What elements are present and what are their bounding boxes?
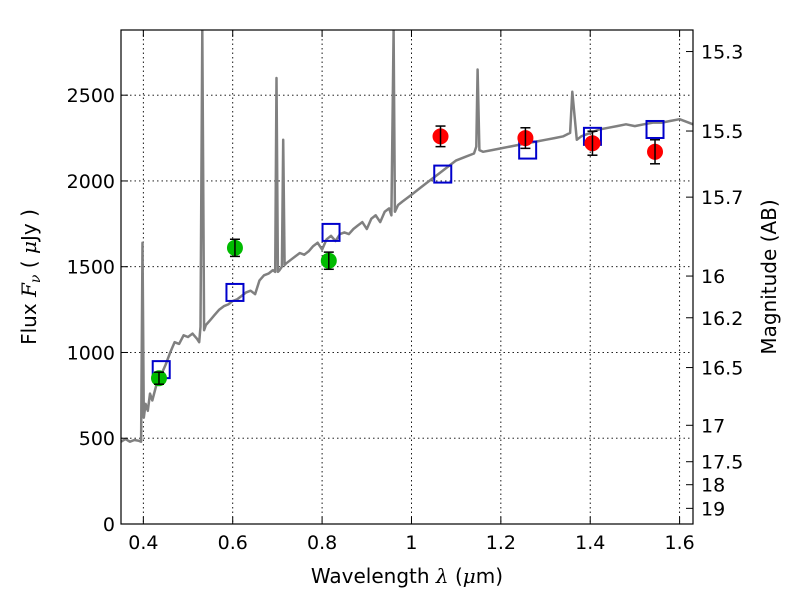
x-tick-label: 0.4 [128,532,158,554]
y-tick-label: 500 [79,428,115,450]
series-layer [121,30,693,443]
x-tick-label: 1.4 [575,532,605,554]
y-tick-label: 0 [103,514,115,536]
y2-tick-label: 15.7 [701,187,743,209]
plot-background [121,30,693,524]
x-tick-label: 1.6 [664,532,694,554]
model-photometry-point [433,164,453,184]
y-axis-title: Flux Fν ( μJy ) [17,209,44,345]
x-axis-title: Wavelength λ (μm) [311,564,503,588]
y-tick-label: 2500 [67,85,115,107]
y2-tick-label: 17 [701,415,725,437]
model-photometry-point [645,119,665,139]
y2-tick-label: 16 [701,266,725,288]
ticks: 0.4 0.6 0.8 1 1.2 1.4 1.6 0 500 1000 1500 2000 2500 1… [67,30,743,554]
x-tick-label: 1.2 [486,532,516,554]
x-tick-label: 0.8 [307,532,337,554]
y2-tick-label: 15.5 [701,121,743,143]
x-tick-label: 1 [405,532,417,554]
y2-tick-label: 18 [701,475,725,497]
spectrum-line [121,30,693,443]
grid [121,30,693,524]
model-photometry-point [225,282,245,302]
y2-tick-label: 15.3 [701,42,743,64]
model-photometry-point [321,222,341,242]
y2-tick-label: 16.2 [701,308,743,330]
y-tick-label: 2000 [67,171,115,193]
y-tick-label: 1000 [67,342,115,364]
y2-axis-title: Magnitude (AB) [757,199,781,354]
y2-tick-label: 16.5 [701,358,743,380]
x-tick-label: 0.6 [218,532,248,554]
y2-tick-label: 19 [701,498,725,520]
plot-frame [120,29,694,525]
y-tick-label: 1500 [67,257,115,279]
y2-tick-label: 17.5 [701,452,743,474]
